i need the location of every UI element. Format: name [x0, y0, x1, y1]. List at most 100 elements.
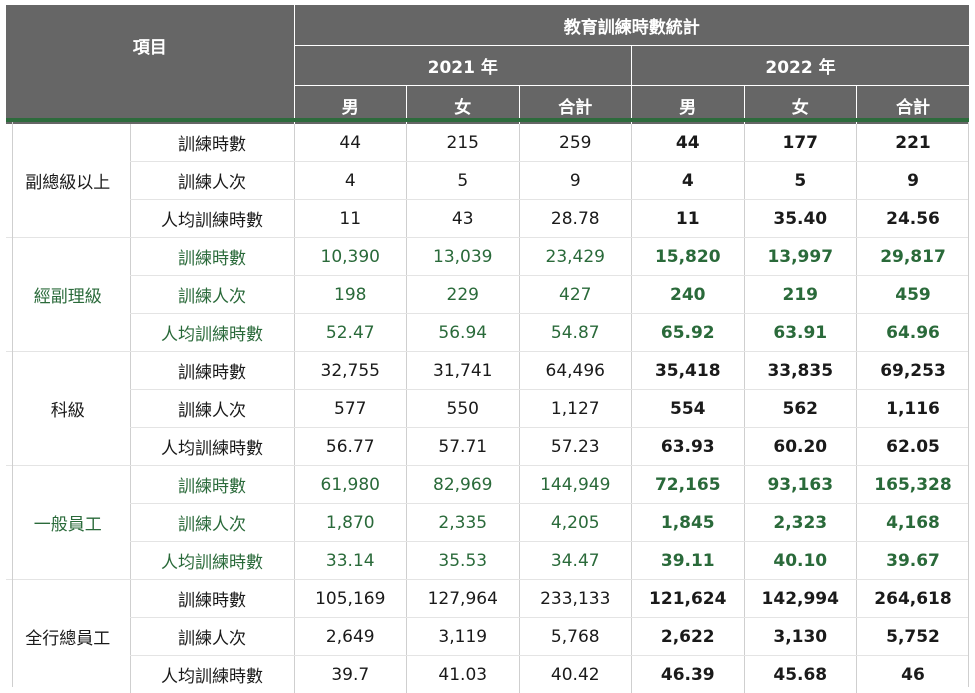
- value-cell: 165,328: [857, 466, 970, 504]
- value-cell: 5: [744, 162, 857, 200]
- value-cell: 219: [744, 276, 857, 314]
- table-right-border: [968, 122, 969, 687]
- value-cell: 142,994: [744, 580, 857, 618]
- value-cell: 63.91: [744, 314, 857, 352]
- training-hours-table: 項目 教育訓練時數統計 2021 年 2022 年 男 女 合計 男 女 合計 …: [6, 5, 969, 693]
- group-label: 科級: [6, 352, 130, 466]
- value-cell: 4: [632, 162, 745, 200]
- value-cell: 11: [294, 200, 407, 238]
- value-cell: 1,870: [294, 504, 407, 542]
- value-cell: 15,820: [632, 238, 745, 276]
- value-cell: 40.42: [519, 656, 632, 693]
- value-cell: 31,741: [407, 352, 520, 390]
- value-cell: 233,133: [519, 580, 632, 618]
- value-cell: 13,997: [744, 238, 857, 276]
- metric-label: 訓練人次: [130, 390, 294, 428]
- table-left-border: [12, 122, 13, 687]
- value-cell: 105,169: [294, 580, 407, 618]
- value-cell: 24.56: [857, 200, 970, 238]
- value-cell: 121,624: [632, 580, 745, 618]
- value-cell: 39.7: [294, 656, 407, 693]
- value-cell: 56.94: [407, 314, 520, 352]
- value-cell: 5,768: [519, 618, 632, 656]
- value-cell: 32,755: [294, 352, 407, 390]
- value-cell: 44: [294, 124, 407, 162]
- value-cell: 259: [519, 124, 632, 162]
- value-cell: 2,323: [744, 504, 857, 542]
- value-cell: 35.40: [744, 200, 857, 238]
- value-cell: 240: [632, 276, 745, 314]
- group-label: 經副理級: [6, 238, 130, 352]
- group-label: 副總級以上: [6, 124, 130, 238]
- value-cell: 69,253: [857, 352, 970, 390]
- metric-label: 人均訓練時數: [130, 200, 294, 238]
- value-cell: 46.39: [632, 656, 745, 693]
- value-cell: 64,496: [519, 352, 632, 390]
- value-cell: 577: [294, 390, 407, 428]
- table-header: 項目 教育訓練時數統計 2021 年 2022 年 男 女 合計 男 女 合計: [6, 5, 969, 124]
- header-year-2022: 2022 年: [632, 46, 970, 86]
- value-cell: 2,622: [632, 618, 745, 656]
- value-cell: 1,845: [632, 504, 745, 542]
- value-cell: 427: [519, 276, 632, 314]
- metric-label: 人均訓練時數: [130, 656, 294, 693]
- value-cell: 229: [407, 276, 520, 314]
- value-cell: 198: [294, 276, 407, 314]
- value-cell: 46: [857, 656, 970, 693]
- value-cell: 127,964: [407, 580, 520, 618]
- value-cell: 11: [632, 200, 745, 238]
- metric-label: 訓練人次: [130, 276, 294, 314]
- group-label: 一般員工: [6, 466, 130, 580]
- value-cell: 33.14: [294, 542, 407, 580]
- value-cell: 93,163: [744, 466, 857, 504]
- value-cell: 33,835: [744, 352, 857, 390]
- value-cell: 5: [407, 162, 520, 200]
- value-cell: 72,165: [632, 466, 745, 504]
- value-cell: 221: [857, 124, 970, 162]
- metric-label: 訓練時數: [130, 238, 294, 276]
- value-cell: 5,752: [857, 618, 970, 656]
- metric-label: 訓練時數: [130, 352, 294, 390]
- value-cell: 29,817: [857, 238, 970, 276]
- value-cell: 28.78: [519, 200, 632, 238]
- value-cell: 1,116: [857, 390, 970, 428]
- header-main-title: 教育訓練時數統計: [294, 5, 969, 46]
- metric-label: 訓練人次: [130, 504, 294, 542]
- value-cell: 4,205: [519, 504, 632, 542]
- value-cell: 44: [632, 124, 745, 162]
- value-cell: 3,119: [407, 618, 520, 656]
- value-cell: 562: [744, 390, 857, 428]
- value-cell: 35,418: [632, 352, 745, 390]
- value-cell: 215: [407, 124, 520, 162]
- group-label: 全行總員工: [6, 580, 130, 693]
- metric-label: 訓練人次: [130, 162, 294, 200]
- value-cell: 550: [407, 390, 520, 428]
- value-cell: 3,130: [744, 618, 857, 656]
- value-cell: 9: [857, 162, 970, 200]
- value-cell: 264,618: [857, 580, 970, 618]
- value-cell: 56.77: [294, 428, 407, 466]
- value-cell: 459: [857, 276, 970, 314]
- value-cell: 177: [744, 124, 857, 162]
- value-cell: 34.47: [519, 542, 632, 580]
- metric-label: 訓練時數: [130, 124, 294, 162]
- value-cell: 61,980: [294, 466, 407, 504]
- value-cell: 57.23: [519, 428, 632, 466]
- value-cell: 1,127: [519, 390, 632, 428]
- metric-label: 人均訓練時數: [130, 428, 294, 466]
